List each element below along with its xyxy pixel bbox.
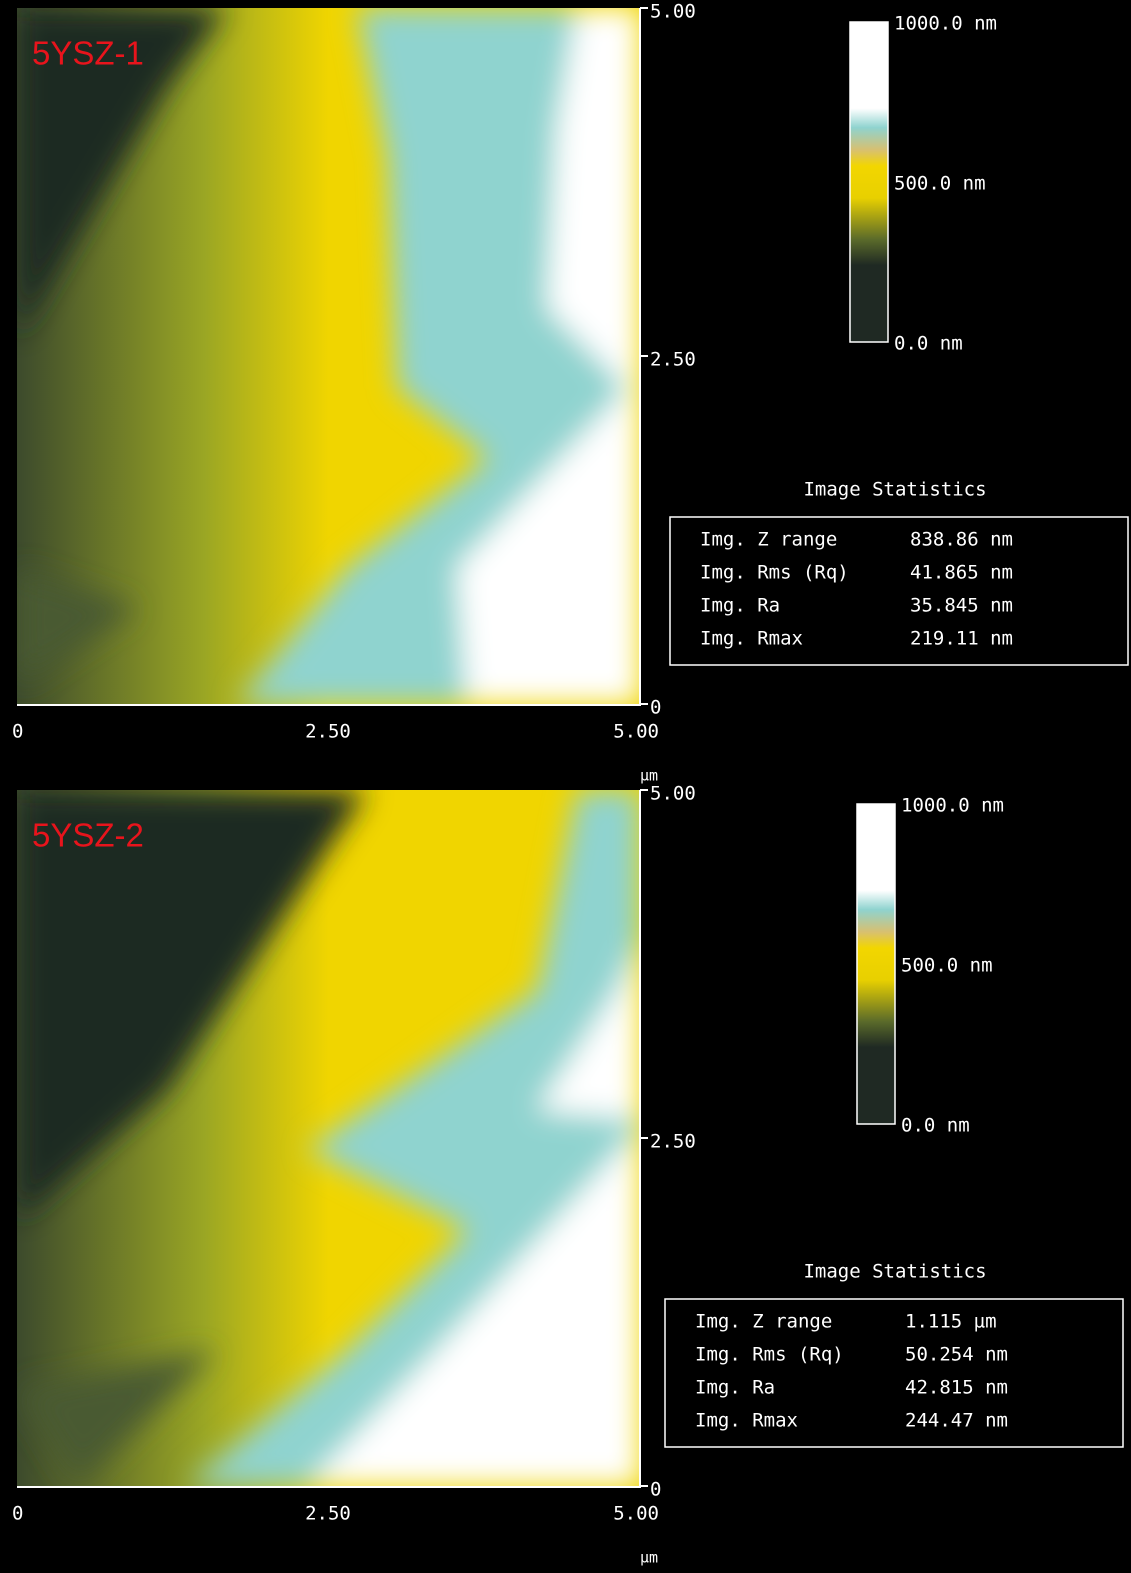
x-tick-label: 5.00 — [613, 1503, 659, 1525]
stat-value: 1.115 µm — [905, 1311, 997, 1333]
colorbar — [856, 803, 896, 1125]
region-top — [457, 8, 640, 704]
y-tick-label: 5.00 — [650, 1, 696, 23]
x-tick-label: 2.50 — [305, 721, 351, 743]
colorbar — [849, 21, 889, 343]
panel: 5YSZ-2 5.00 2.50 0 0 2.50 5.00 µm 1000.0 nm 500.0… — [12, 783, 1124, 1567]
map-regions — [17, 8, 640, 704]
colorbar-label: 1000.0 nm — [894, 13, 997, 35]
height-map — [17, 8, 640, 704]
y-tick-label: 0 — [650, 697, 661, 719]
sample-label: 5YSZ-1 — [32, 35, 144, 72]
stat-name: Img. Rmax — [695, 1410, 798, 1432]
sample-label: 5YSZ-2 — [32, 817, 144, 854]
x-unit: µm — [640, 1549, 658, 1567]
stat-value: 42.815 nm — [905, 1377, 1008, 1399]
stat-value: 838.86 nm — [910, 529, 1013, 551]
x-tick-label: 2.50 — [305, 1503, 351, 1525]
region-top — [307, 940, 640, 1486]
region-low — [17, 8, 227, 338]
colorbar-label: 500.0 nm — [894, 173, 986, 195]
region-low — [17, 790, 367, 1220]
stat-value: 50.254 nm — [905, 1344, 1008, 1366]
stats-title: Image Statistics — [803, 479, 986, 501]
x-unit: µm — [640, 767, 658, 785]
stat-name: Img. Rmax — [700, 628, 803, 650]
stat-value: 35.845 nm — [910, 595, 1013, 617]
colorbar-label: 500.0 nm — [901, 955, 993, 977]
stat-value: 41.865 nm — [910, 562, 1013, 584]
panel: 5YSZ-1 5.00 2.50 0 0 2.50 5.00 µm 1000.0 nm 500.0… — [12, 1, 1129, 785]
y-tick-label: 5.00 — [650, 783, 696, 805]
x-tick-label: 0 — [12, 1503, 23, 1525]
x-tick-label: 5.00 — [613, 721, 659, 743]
region-mid-low — [17, 1350, 217, 1486]
stat-name: Img. Rms (Rq) — [700, 562, 849, 584]
stats-box — [669, 516, 1129, 666]
stat-value: 244.47 nm — [905, 1410, 1008, 1432]
stat-name: Img. Rms (Rq) — [695, 1344, 844, 1366]
y-tick-label: 0 — [650, 1479, 661, 1501]
stat-name: Img. Ra — [695, 1377, 775, 1399]
stat-value: 219.11 nm — [910, 628, 1013, 650]
y-tick-label: 2.50 — [650, 349, 696, 371]
stats-box — [664, 1298, 1124, 1448]
x-tick-label: 0 — [12, 721, 23, 743]
stat-name: Img. Z range — [700, 529, 837, 551]
colorbar-label: 1000.0 nm — [901, 795, 1004, 817]
colorbar-label: 0.0 nm — [901, 1115, 970, 1137]
stat-name: Img. Z range — [695, 1311, 832, 1333]
map-regions — [17, 790, 640, 1486]
height-map — [17, 790, 640, 1486]
stat-name: Img. Ra — [700, 595, 780, 617]
region-mid-low — [17, 568, 137, 688]
colorbar-label: 0.0 nm — [894, 333, 963, 355]
y-tick-label: 2.50 — [650, 1131, 696, 1153]
stats-title: Image Statistics — [803, 1261, 986, 1283]
